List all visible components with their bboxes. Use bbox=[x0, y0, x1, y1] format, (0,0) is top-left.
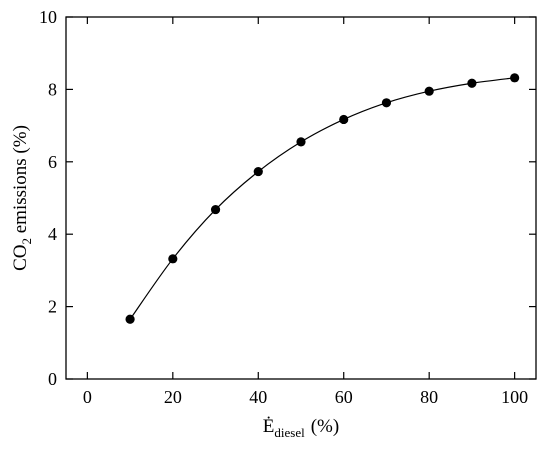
axis-ticks bbox=[66, 16, 536, 380]
y-tick-label-2: 2 bbox=[48, 297, 57, 317]
y-tick-label-6: 6 bbox=[48, 152, 57, 172]
x-tick-label-40: 40 bbox=[249, 387, 267, 407]
x-tick-label-0: 0 bbox=[83, 387, 92, 407]
y-tick-label-4: 4 bbox=[48, 224, 57, 244]
y-tick-label-0: 0 bbox=[48, 369, 57, 389]
data-point-60 bbox=[339, 114, 349, 125]
y-tick-label-10: 10 bbox=[39, 7, 57, 27]
data-point-40 bbox=[253, 166, 263, 177]
tick-labels: 0 20 40 60 80 100 0 2 4 6 8 10 bbox=[39, 7, 528, 407]
data-point-20 bbox=[168, 254, 178, 264]
fit-curve bbox=[129, 77, 515, 320]
y-tick-label-8: 8 bbox=[48, 79, 57, 99]
x-axis-label-main: Ė bbox=[263, 416, 275, 437]
data-point-10 bbox=[125, 314, 135, 324]
data-point-100 bbox=[510, 73, 520, 83]
y-axis-label-subscript: 2 bbox=[19, 238, 34, 245]
x-tick-label-80: 80 bbox=[420, 387, 438, 407]
data-point-90 bbox=[467, 78, 477, 88]
data-point-80 bbox=[424, 86, 434, 96]
x-axis-label: Ėdiesel (%) bbox=[263, 416, 339, 440]
y-axis-label-rest: emissions (%) bbox=[10, 125, 31, 238]
x-axis-label-unit: (%) bbox=[311, 416, 339, 437]
plot-frame bbox=[65, 16, 537, 380]
x-tick-label-100: 100 bbox=[501, 387, 528, 407]
data-point-30 bbox=[210, 204, 221, 215]
data-points bbox=[125, 73, 520, 324]
x-axis-label-subscript: diesel bbox=[274, 425, 305, 440]
y-axis-label: CO2 emissions (%) bbox=[10, 125, 34, 271]
data-point-70 bbox=[381, 98, 392, 108]
x-tick-label-60: 60 bbox=[335, 387, 353, 407]
data-point-50 bbox=[296, 137, 306, 147]
x-tick-label-20: 20 bbox=[164, 387, 182, 407]
y-axis-label-main: CO bbox=[10, 245, 31, 271]
